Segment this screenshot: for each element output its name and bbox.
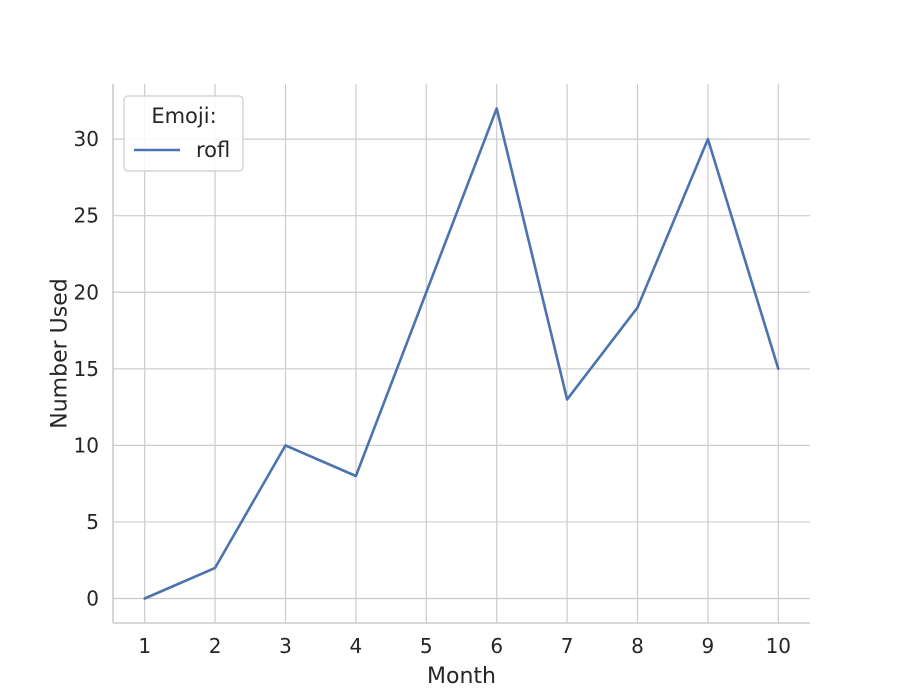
x-tick-label: 5 [420, 634, 433, 658]
axes [112, 84, 810, 624]
x-tick-labels: 1 2 3 4 5 6 7 8 9 10 [138, 634, 791, 658]
series-line-rofl [143, 107, 780, 600]
x-tick-label: 7 [561, 634, 574, 658]
y-tick-labels: 0 5 10 15 20 25 30 [74, 127, 99, 610]
y-tick-label: 5 [86, 510, 99, 534]
series-layer [143, 107, 780, 600]
x-tick-label: 1 [138, 634, 151, 658]
y-tick-label: 10 [74, 433, 99, 457]
x-tick-label: 9 [702, 634, 715, 658]
x-tick-label: 3 [279, 634, 292, 658]
y-tick-label: 30 [74, 127, 99, 151]
y-tick-label: 0 [86, 587, 99, 611]
y-axis-title: Number Used [48, 278, 73, 428]
legend-box [123, 95, 244, 172]
y-tick-label: 15 [74, 357, 99, 381]
y-tick-label: 20 [74, 280, 99, 304]
x-tick-label: 10 [766, 634, 791, 658]
gridlines [113, 84, 810, 623]
y-tick-label: 25 [74, 204, 99, 228]
x-tick-label: 6 [490, 634, 503, 658]
x-tick-label: 8 [631, 634, 644, 658]
x-tick-label: 4 [350, 634, 363, 658]
legend: Emoji: rofl [123, 95, 244, 172]
legend-title: Emoji: [151, 104, 216, 128]
x-axis-title: Month [427, 664, 496, 689]
legend-label-rofl: rofl [196, 138, 230, 162]
x-tick-label: 2 [209, 634, 222, 658]
